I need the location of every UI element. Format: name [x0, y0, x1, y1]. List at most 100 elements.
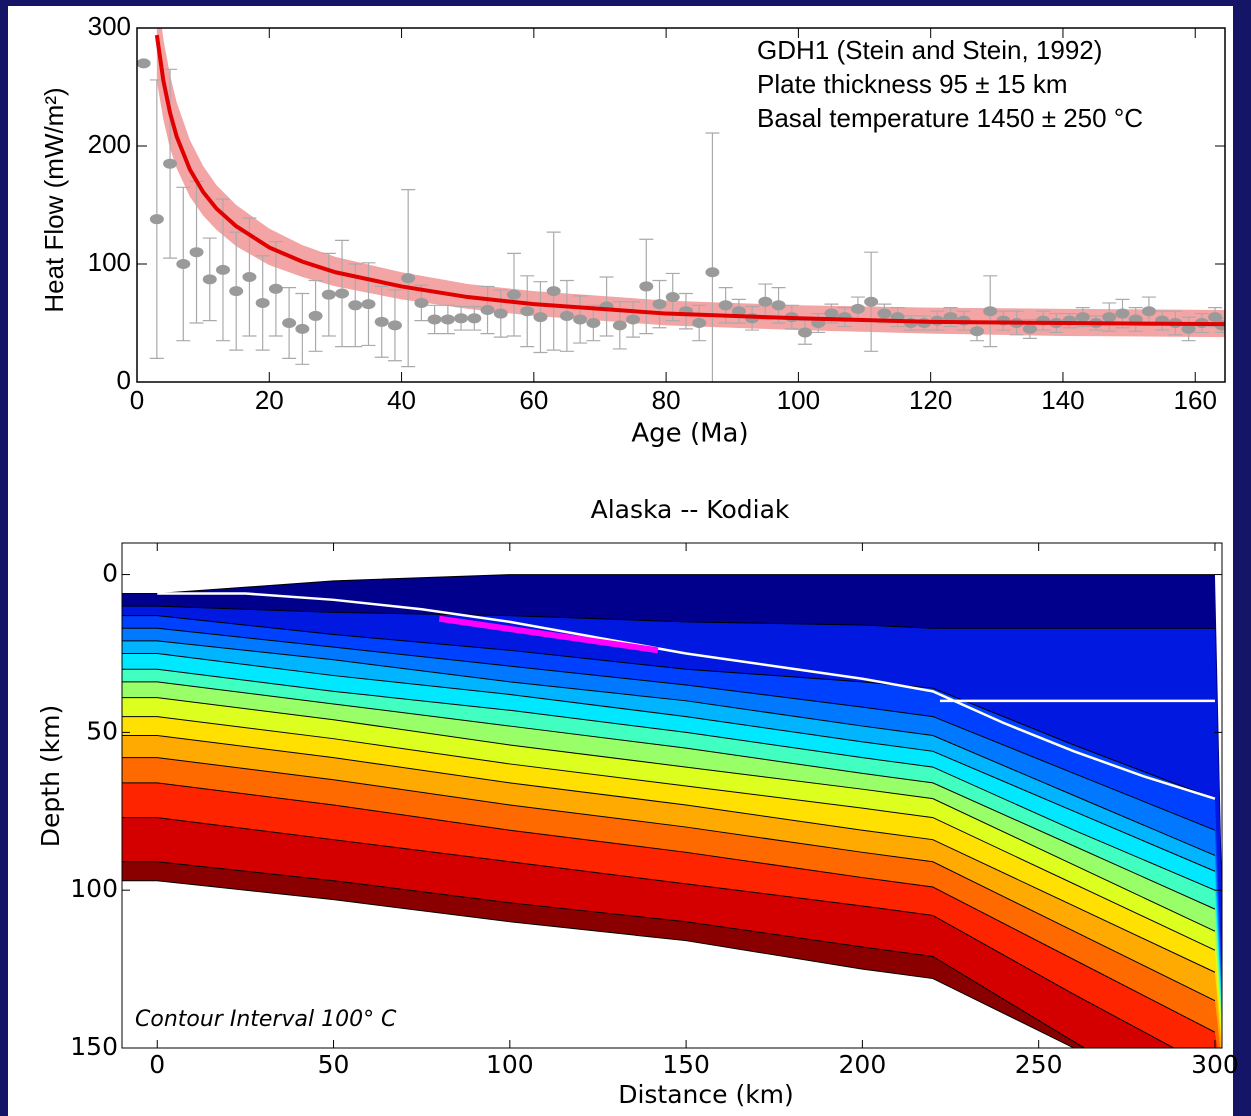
data-point: [533, 312, 548, 323]
chart-title: Alaska -- Kodiak: [591, 495, 790, 524]
data-point: [361, 299, 376, 310]
data-point: [1181, 323, 1196, 334]
annotation: GDH1 (Stein and Stein, 1992): [757, 35, 1102, 65]
data-point: [824, 308, 839, 319]
x-tick-label: 100: [486, 1050, 534, 1079]
isotherm: [122, 782, 1216, 1033]
isotherm: [122, 697, 1216, 932]
data-point: [414, 297, 429, 308]
data-point: [163, 158, 178, 169]
isotherm: [122, 615, 1216, 800]
data-point: [242, 271, 257, 282]
x-tick-label: 300: [1191, 1050, 1239, 1079]
x-tick-label: 250: [1015, 1050, 1063, 1079]
isotherm: [122, 817, 1175, 1048]
data-point: [176, 259, 191, 269]
x-tick-label: 60: [519, 385, 548, 415]
data-point: [215, 264, 230, 275]
data-point: [480, 305, 495, 316]
data-point: [546, 286, 561, 297]
data-point: [1022, 323, 1037, 334]
data-point: [877, 308, 892, 319]
data-point: [149, 214, 164, 225]
x-tick-label: 0: [130, 385, 144, 415]
slab-top: [157, 592, 1216, 800]
data-point: [983, 306, 998, 317]
y-tick-label: 100: [70, 874, 118, 903]
data-point: [864, 296, 879, 307]
thermal-model-chart: 0 50 100 150 200 250 300 0 50 100 150 Alaska -- Kod…: [36, 495, 1239, 1109]
data-point: [348, 300, 363, 311]
model-curve: [154, 34, 1225, 327]
x-tick-label: 200: [839, 1050, 887, 1079]
data-point: [506, 289, 521, 300]
data-point: [573, 314, 588, 325]
y-tick-label: 50: [86, 716, 118, 745]
annotation: Contour Interval 100° C: [135, 1007, 397, 1032]
data-point: [321, 289, 336, 300]
data-point: [467, 313, 482, 324]
isotherm: [122, 861, 1086, 1048]
y-axis-label: Depth (km): [36, 705, 65, 847]
y-tick-label: 150: [70, 1032, 118, 1061]
data-point: [229, 286, 244, 297]
plot-area: [137, 28, 1225, 382]
y-tick-label: 0: [117, 365, 131, 395]
data-point: [454, 313, 469, 324]
data-point: [401, 273, 416, 284]
data-point: [282, 318, 297, 328]
data-point: [374, 316, 389, 327]
y-tick-label: 100: [88, 247, 131, 277]
plot-frame: [121, 542, 1223, 1049]
data-point: [969, 326, 984, 337]
data-point: [758, 296, 773, 307]
x-tick-label: 140: [1041, 385, 1084, 415]
data-point: [335, 288, 350, 299]
data-point: [189, 247, 204, 258]
data-point: [626, 314, 641, 325]
plot-area: [122, 574, 1222, 1048]
isotherm: [122, 668, 1216, 891]
isotherm: [122, 640, 1216, 856]
y-tick-label: 300: [88, 11, 131, 41]
x-tick-label: 160: [1174, 385, 1217, 415]
isotherm: [122, 574, 1215, 594]
data-point: [520, 306, 535, 317]
data-point: [255, 297, 270, 308]
data-point: [1075, 312, 1090, 323]
data-point: [137, 58, 151, 69]
data-point: [1141, 306, 1156, 317]
data-point: [718, 300, 733, 311]
data-point: [586, 318, 601, 328]
data-point: [1208, 312, 1223, 323]
x-tick-label: 150: [662, 1050, 710, 1079]
data-point: [493, 308, 508, 319]
data-point: [427, 314, 442, 325]
x-tick-label: 40: [387, 385, 416, 415]
plot-frame: [136, 27, 1226, 383]
data-point: [771, 300, 786, 311]
isotherm: [122, 757, 1216, 1002]
data-point: [798, 327, 813, 338]
y-tick-label: 0: [102, 559, 118, 588]
data-point: [665, 292, 680, 303]
x-tick-label: 100: [777, 385, 820, 415]
data-point: [308, 310, 323, 321]
data-point: [943, 312, 958, 323]
data-point: [440, 314, 455, 325]
data-point: [692, 318, 707, 328]
data-point: [1102, 312, 1117, 323]
isotherm: [122, 605, 1215, 629]
x-tick-label: 120: [909, 385, 952, 415]
heat-flow-chart: 0 20 40 60 80 100 120 140 160 0 100 200 300 GDH1 (Ste…: [39, 11, 1226, 449]
data-point: [731, 306, 746, 317]
x-axis-label: Distance (km): [618, 1080, 794, 1109]
data-point: [612, 320, 627, 331]
data-point: [268, 283, 283, 294]
y-axis-label: Heat Flow (mW/m²): [39, 87, 69, 312]
isotherm: [122, 716, 1216, 951]
x-axis-label: Age (Ma): [631, 419, 748, 449]
data-point: [652, 299, 667, 310]
x-tick-label: 50: [318, 1050, 350, 1079]
isotherm: [122, 681, 1216, 910]
